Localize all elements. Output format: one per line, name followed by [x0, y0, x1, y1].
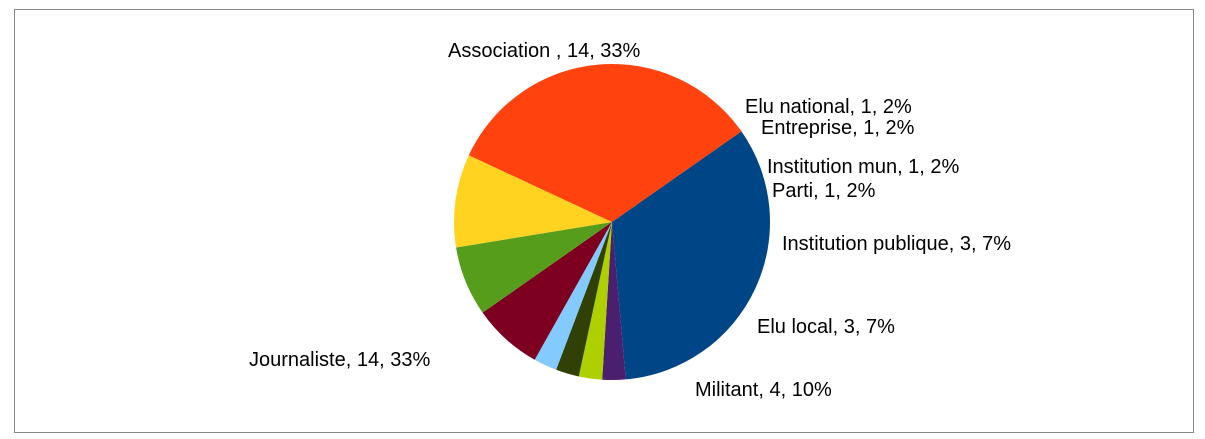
- pie-slice-militant: [453, 155, 612, 248]
- pie-slice-association: [612, 131, 771, 380]
- data-label-institution-publique: Institution publique, 3, 7%: [782, 233, 1011, 255]
- pie-slice-institution-publique: [482, 222, 612, 360]
- data-label-journaliste: Journaliste, 14, 33%: [249, 349, 430, 371]
- pie-slice-institution-mun: [556, 222, 612, 377]
- pie-labels: Association , 14, 33% Elu national, 1, 2%…: [249, 40, 1011, 401]
- data-label-elu-national: Elu national, 1, 2%: [745, 96, 912, 118]
- data-label-association: Association , 14, 33%: [448, 40, 641, 62]
- pie-slices: [453, 63, 771, 380]
- chart-frame: Association , 14, 33% Elu national, 1, 2%…: [14, 9, 1194, 433]
- data-label-militant: Militant, 4, 10%: [695, 379, 832, 401]
- pie-slice-journaliste: [468, 63, 742, 223]
- pie-chart: Association , 14, 33% Elu national, 1, 2%…: [249, 40, 1011, 401]
- data-label-entreprise: Entreprise, 1, 2%: [761, 117, 915, 139]
- pie-slice-elu-local: [456, 222, 612, 313]
- data-label-elu-local: Elu local, 3, 7%: [757, 316, 895, 338]
- pie-slice-elu-national: [602, 222, 626, 380]
- pie-slice-parti: [534, 222, 612, 370]
- data-label-institution-mun: Institution mun, 1, 2%: [767, 156, 960, 178]
- pie-slice-entreprise: [578, 222, 612, 380]
- data-label-parti: Parti, 1, 2%: [772, 180, 876, 202]
